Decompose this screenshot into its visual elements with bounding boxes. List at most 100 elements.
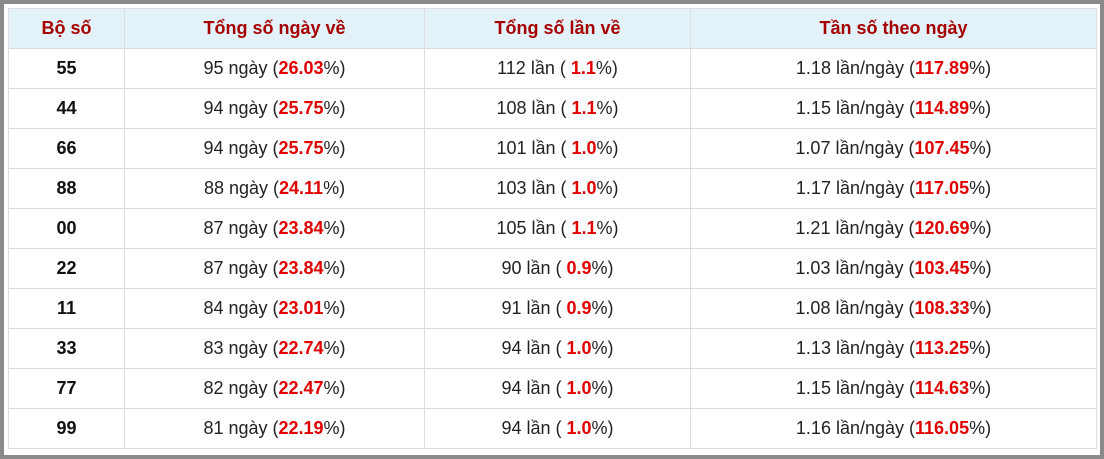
number-cell: 11 bbox=[8, 288, 125, 329]
percent-value: 1.0 bbox=[571, 138, 597, 158]
percent-value: 117.89 bbox=[915, 58, 970, 78]
cell-text: %) bbox=[969, 258, 992, 278]
cell-text: 90 lần ( bbox=[501, 258, 567, 278]
cell-text: %) bbox=[969, 98, 992, 118]
percent-value: 1.0 bbox=[566, 418, 592, 438]
stat-cell: 91 lần ( 0.9%) bbox=[424, 288, 691, 329]
cell-text: %) bbox=[591, 418, 614, 438]
percent-value: 23.84 bbox=[278, 258, 324, 278]
cell-text: 94 lần ( bbox=[501, 378, 567, 398]
cell-text: %) bbox=[323, 258, 346, 278]
cell-text: 1.13 lần/ngày ( bbox=[795, 338, 916, 358]
cell-text: %) bbox=[323, 58, 346, 78]
cell-text: %) bbox=[969, 378, 992, 398]
number-cell: 22 bbox=[8, 248, 125, 289]
cell-text: 1.16 lần/ngày ( bbox=[795, 418, 916, 438]
number-cell: 99 bbox=[8, 408, 125, 449]
percent-value: 22.47 bbox=[278, 378, 324, 398]
stat-cell: 1.07 lần/ngày (107.45%) bbox=[690, 128, 1097, 169]
stat-cell: 81 ngày (22.19%) bbox=[124, 408, 425, 449]
number-cell: 44 bbox=[8, 88, 125, 129]
stat-cell: 1.15 lần/ngày (114.89%) bbox=[690, 88, 1097, 129]
cell-text: 88 ngày ( bbox=[203, 178, 279, 198]
percent-value: 108.33 bbox=[914, 298, 970, 318]
stat-cell: 94 ngày (25.75%) bbox=[124, 128, 425, 169]
stat-cell: 108 lần ( 1.1%) bbox=[424, 88, 691, 129]
cell-text: 87 ngày ( bbox=[203, 258, 279, 278]
header-cell: Tần số theo ngày bbox=[690, 8, 1097, 49]
table-row: 00 87 ngày (23.84%) 105 lần ( 1.1%) 1.21 lầ… bbox=[8, 208, 1097, 249]
percent-value: 107.45 bbox=[914, 138, 970, 158]
header-row: Bộ số Tổng số ngày về Tổng số lần về Tần số… bbox=[8, 8, 1097, 49]
number-cell: 55 bbox=[8, 48, 125, 89]
percent-value: 1.1 bbox=[571, 218, 597, 238]
cell-text: 94 ngày ( bbox=[203, 138, 279, 158]
percent-value: 1.1 bbox=[571, 98, 597, 118]
stat-cell: 83 ngày (22.74%) bbox=[124, 328, 425, 369]
stat-cell: 87 ngày (23.84%) bbox=[124, 208, 425, 249]
cell-text: %) bbox=[323, 98, 346, 118]
cell-text: %) bbox=[323, 378, 346, 398]
cell-text: 87 ngày ( bbox=[203, 218, 279, 238]
cell-text: 95 ngày ( bbox=[203, 58, 279, 78]
stat-cell: 90 lần ( 0.9%) bbox=[424, 248, 691, 289]
number-cell: 33 bbox=[8, 328, 125, 369]
percent-value: 0.9 bbox=[566, 258, 592, 278]
cell-text: %) bbox=[969, 178, 992, 198]
cell-text: %) bbox=[323, 218, 346, 238]
cell-text: 1.08 lần/ngày ( bbox=[795, 298, 915, 318]
percent-value: 103.45 bbox=[914, 258, 970, 278]
stat-cell: 101 lần ( 1.0%) bbox=[424, 128, 691, 169]
number-cell: 66 bbox=[8, 128, 125, 169]
percent-value: 22.74 bbox=[278, 338, 324, 358]
percent-value: 23.01 bbox=[278, 298, 324, 318]
cell-text: %) bbox=[969, 338, 992, 358]
percent-value: 114.63 bbox=[915, 378, 970, 398]
cell-text: 103 lần ( bbox=[496, 178, 572, 198]
stat-cell: 1.03 lần/ngày (103.45%) bbox=[690, 248, 1097, 289]
cell-text: 1.15 lần/ngày ( bbox=[795, 378, 916, 398]
cell-text: 1.17 lần/ngày ( bbox=[795, 178, 916, 198]
table-body: 55 95 ngày (26.03%) 112 lần ( 1.1%) 1.18 lầ… bbox=[8, 48, 1097, 449]
cell-text: %) bbox=[969, 298, 992, 318]
percent-value: 1.0 bbox=[571, 178, 597, 198]
table-row: 44 94 ngày (25.75%) 108 lần ( 1.1%) 1.15 lầ… bbox=[8, 88, 1097, 129]
cell-text: %) bbox=[596, 178, 619, 198]
percent-value: 116.05 bbox=[915, 418, 970, 438]
table-row: 55 95 ngày (26.03%) 112 lần ( 1.1%) 1.18 lầ… bbox=[8, 48, 1097, 89]
cell-text: 83 ngày ( bbox=[203, 338, 279, 358]
cell-text: 84 ngày ( bbox=[203, 298, 279, 318]
percent-value: 24.11 bbox=[279, 178, 324, 198]
cell-text: 1.03 lần/ngày ( bbox=[795, 258, 915, 278]
number-cell: 88 bbox=[8, 168, 125, 209]
cell-text: 94 lần ( bbox=[501, 338, 567, 358]
stat-cell: 1.15 lần/ngày (114.63%) bbox=[690, 368, 1097, 409]
cell-text: 1.07 lần/ngày ( bbox=[795, 138, 915, 158]
header-cell: Tổng số ngày về bbox=[124, 8, 425, 49]
cell-text: 1.21 lần/ngày ( bbox=[795, 218, 915, 238]
stat-cell: 84 ngày (23.01%) bbox=[124, 288, 425, 329]
cell-text: %) bbox=[323, 178, 346, 198]
cell-text: 112 lần ( bbox=[497, 58, 571, 78]
table-row: 22 87 ngày (23.84%) 90 lần ( 0.9%) 1.03 lần… bbox=[8, 248, 1097, 289]
percent-value: 1.0 bbox=[566, 378, 592, 398]
percent-value: 26.03 bbox=[278, 58, 324, 78]
percent-value: 1.1 bbox=[570, 58, 596, 78]
header-cell: Bộ số bbox=[8, 8, 125, 49]
percent-value: 22.19 bbox=[278, 418, 324, 438]
cell-text: 1.18 lần/ngày ( bbox=[795, 58, 916, 78]
cell-text: %) bbox=[596, 98, 619, 118]
stat-cell: 103 lần ( 1.0%) bbox=[424, 168, 691, 209]
stat-cell: 1.13 lần/ngày (113.25%) bbox=[690, 328, 1097, 369]
table-row: 99 81 ngày (22.19%) 94 lần ( 1.0%) 1.16 lần… bbox=[8, 408, 1097, 449]
stat-cell: 88 ngày (24.11%) bbox=[124, 168, 425, 209]
cell-text: %) bbox=[591, 258, 614, 278]
cell-text: %) bbox=[969, 218, 992, 238]
cell-text: 101 lần ( bbox=[496, 138, 572, 158]
cell-text: 81 ngày ( bbox=[203, 418, 279, 438]
table-row: 11 84 ngày (23.01%) 91 lần ( 0.9%) 1.08 lần… bbox=[8, 288, 1097, 329]
cell-text: 108 lần ( bbox=[496, 98, 572, 118]
number-cell: 77 bbox=[8, 368, 125, 409]
cell-text: %) bbox=[595, 58, 618, 78]
percent-value: 117.05 bbox=[915, 178, 970, 198]
